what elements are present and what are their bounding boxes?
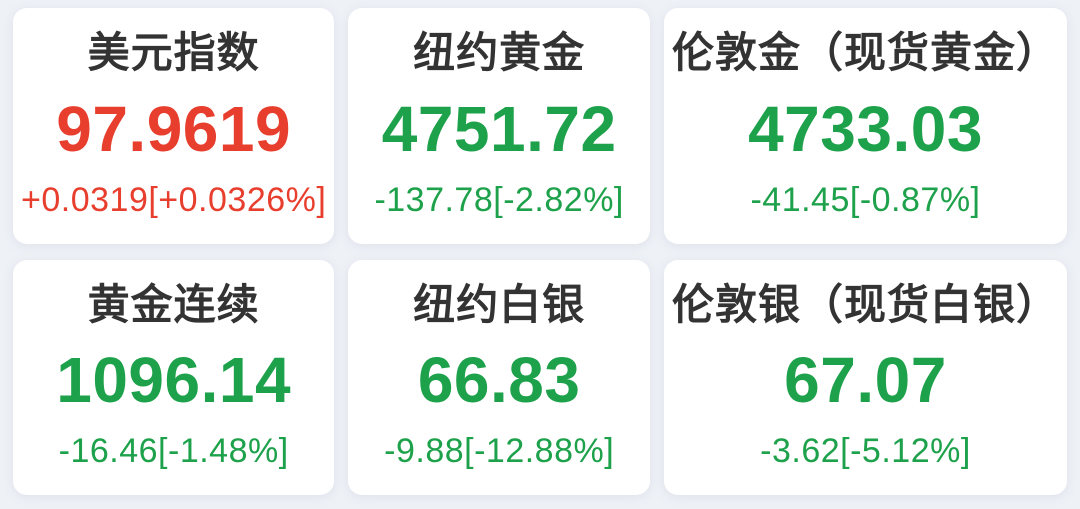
price-change: -3.62[-5.12%] (760, 432, 971, 470)
price-change: -16.46[-1.48%] (58, 432, 289, 470)
price-value: 67.07 (784, 344, 947, 417)
price-value: 4733.03 (748, 92, 983, 165)
instrument-name: 美元指数 (87, 29, 260, 76)
price-change: -137.78[-2.82%] (374, 180, 624, 219)
instrument-name: 黄金连续 (87, 280, 260, 328)
quote-card[interactable]: 美元指数 97.9619 +0.0319[+0.0326%] (13, 8, 335, 244)
quote-card[interactable]: 伦敦银（现货白银） 67.07 -3.62[-5.12%] (663, 259, 1067, 495)
instrument-name: 伦敦银（现货白银） (671, 280, 1059, 328)
price-change: +0.0319[+0.0326%] (21, 180, 327, 219)
quote-card[interactable]: 纽约黄金 4751.72 -137.78[-2.82%] (348, 8, 650, 244)
price-value: 1096.14 (56, 344, 292, 417)
instrument-name: 纽约白银 (413, 280, 586, 328)
instrument-name: 纽约黄金 (413, 29, 586, 76)
quote-card[interactable]: 黄金连续 1096.14 -16.46[-1.48%] (13, 259, 335, 495)
quote-card[interactable]: 纽约白银 66.83 -9.88[-12.88%] (348, 259, 650, 495)
price-value: 66.83 (417, 344, 581, 417)
price-value: 4751.72 (381, 92, 617, 165)
price-change: -9.88[-12.88%] (384, 432, 615, 470)
instrument-name: 伦敦金（现货黄金） (671, 29, 1059, 76)
price-value: 97.9619 (56, 92, 292, 165)
price-change: -41.45[-0.87%] (750, 180, 981, 219)
quote-card[interactable]: 伦敦金（现货黄金） 4733.03 -41.45[-0.87%] (663, 8, 1067, 244)
